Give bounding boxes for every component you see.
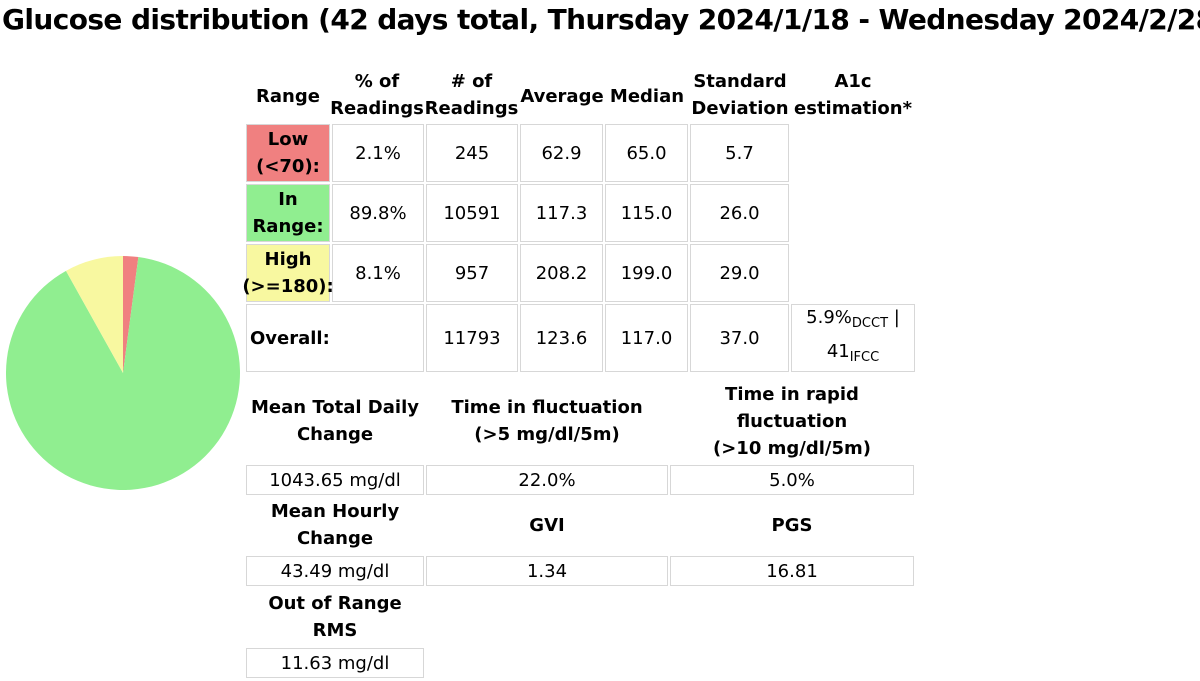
time-in-fluctuation-header: Time in fluctuation (>5 mg/dl/5m) [426,394,668,448]
cell-high-average: 208.2 [520,244,603,302]
cell-low-count: 245 [426,124,518,182]
cell-in-range-pct: 89.8% [332,184,424,242]
time-in-fluctuation-label: Time in fluctuation [451,397,643,418]
a1c-dcct-line: 5.9%DCCT | [806,304,900,338]
row-label-low: Low (<70): [246,124,330,182]
row-label-high: High (>=180): [242,244,334,302]
cell-high-pct: 8.1% [332,244,424,302]
header-average: Average [520,85,604,107]
header-median: Median [609,85,685,107]
pie-slice-high [65,256,123,373]
cell-in-range-count: 10591 [426,184,518,242]
header-range: Range [256,85,320,107]
time-in-rapid-fluctuation-value: 5.0% [670,465,914,495]
cell-overall-average: 123.6 [520,304,603,372]
mean-total-daily-change-value: 1043.65 mg/dl [246,465,424,495]
cell-in-range-stddev: 26.0 [690,184,789,242]
header-count-readings: # of Readings [424,71,519,119]
mean-hourly-change-label: Mean Hourly Change [270,501,400,549]
cell-high-median: 199.0 [605,244,688,302]
a1c-ifcc-value: 41 [826,341,850,362]
cell-low-pct: 2.1% [332,124,424,182]
row-label-overall: Overall: [246,304,424,372]
cell-low-median: 65.0 [605,124,688,182]
cell-high-count: 957 [426,244,518,302]
pie-slice-in-range [6,257,240,490]
time-in-fluctuation-value: 22.0% [426,465,668,495]
cell-low-average: 62.9 [520,124,603,182]
header-pct-readings: % of Readings [330,71,424,119]
cell-low-stddev: 5.7 [690,124,789,182]
a1c-ifcc-line: 41IFCC [827,338,879,372]
header-a1c: A1c estimation* [794,71,912,119]
time-in-rapid-fluctuation-threshold: (>10 mg/dl/5m) [713,437,871,459]
pgs-label: PGS [771,514,813,536]
cell-overall-count: 11793 [426,304,518,372]
cell-in-range-median: 115.0 [605,184,688,242]
a1c-dcct-value: 5.9% [806,307,852,328]
gvi-value: 1.34 [426,556,668,586]
page-title: Glucose distribution (42 days total, Thu… [2,3,1200,36]
header-stddev: Standard Deviation [691,71,789,119]
a1c-separator: | [888,307,900,328]
row-label-in-range: In Range: [246,184,330,242]
cell-high-stddev: 29.0 [690,244,789,302]
out-of-range-rms-label: Out of Range RMS [268,593,402,641]
gvi-label: GVI [529,514,565,536]
a1c-ifcc-unit: IFCC [849,350,880,365]
glucose-pie-chart [6,256,240,490]
cell-in-range-average: 117.3 [520,184,603,242]
cell-overall-median: 117.0 [605,304,688,372]
time-in-fluctuation-threshold: (>5 mg/dl/5m) [474,424,620,445]
out-of-range-rms-value: 11.63 mg/dl [246,648,424,678]
mean-hourly-change-value: 43.49 mg/dl [246,556,424,586]
a1c-dcct-unit: DCCT [851,316,889,331]
time-in-rapid-fluctuation-header: Time in rapid fluctuation (>10 mg/dl/5m) [670,380,914,462]
pgs-value: 16.81 [670,556,914,586]
cell-overall-stddev: 37.0 [690,304,789,372]
mean-total-daily-change-label: Mean Total Daily Change [251,397,419,445]
pie-slice-low [123,256,139,373]
cell-overall-a1c: 5.9%DCCT | 41IFCC [791,304,915,372]
time-in-rapid-fluctuation-label: Time in rapid fluctuation [725,383,859,432]
